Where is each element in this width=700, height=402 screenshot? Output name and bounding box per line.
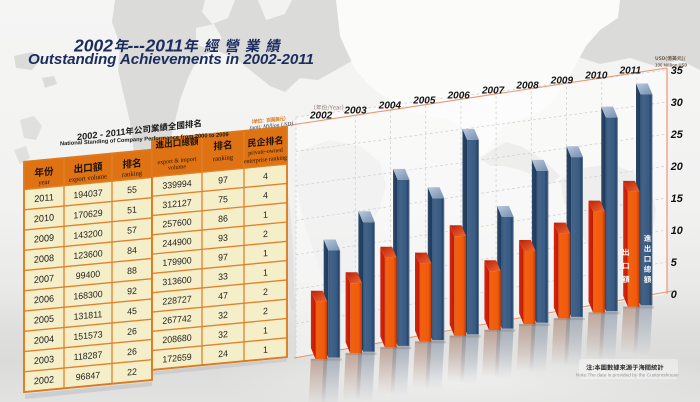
svg-text:339994: 339994 [162, 178, 191, 191]
svg-text:97: 97 [218, 252, 228, 263]
svg-text:2: 2 [263, 306, 268, 317]
svg-text:2011: 2011 [145, 36, 184, 56]
svg-text:88: 88 [127, 265, 137, 276]
svg-text:99400: 99400 [76, 269, 100, 281]
svg-text:1: 1 [263, 267, 268, 278]
svg-text:Note:The date is provided by t: Note:The date is provided by the Customs… [576, 373, 679, 379]
svg-text:257600: 257600 [162, 217, 191, 230]
svg-text:26: 26 [127, 346, 137, 357]
svg-text:export & import: export & import [158, 156, 197, 166]
svg-text:2005: 2005 [34, 314, 54, 326]
svg-text:1: 1 [263, 325, 268, 336]
svg-text:4: 4 [263, 171, 268, 182]
svg-text:2002: 2002 [34, 374, 54, 386]
svg-text:313600: 313600 [162, 274, 191, 287]
svg-text:2010: 2010 [584, 71, 608, 82]
svg-text:2009: 2009 [34, 233, 54, 245]
svg-text:volume: volume [168, 164, 186, 172]
svg-text:2007: 2007 [481, 86, 505, 97]
svg-text:25: 25 [670, 129, 684, 141]
svg-text:228727: 228727 [162, 294, 191, 307]
svg-text:57: 57 [127, 225, 137, 236]
svg-text:24: 24 [218, 348, 228, 359]
svg-text:ranking: ranking [122, 170, 143, 179]
svg-text:2005: 2005 [412, 96, 436, 107]
svg-text:1: 1 [263, 209, 268, 220]
svg-text:(unit: Million USD): (unit: Million USD) [250, 120, 294, 131]
svg-text:1: 1 [263, 248, 268, 259]
svg-text:5: 5 [671, 257, 678, 269]
svg-text:enterprise ranking: enterprise ranking [244, 155, 287, 165]
svg-text:267742: 267742 [162, 313, 191, 326]
svg-text:2002: 2002 [309, 111, 333, 122]
svg-text:15: 15 [671, 193, 684, 205]
svg-text:2008: 2008 [34, 253, 54, 265]
svg-text:---: --- [128, 36, 146, 56]
svg-text:244900: 244900 [162, 236, 191, 249]
svg-text:118287: 118287 [74, 349, 103, 362]
svg-text:2007: 2007 [34, 273, 54, 285]
svg-text:312127: 312127 [162, 197, 191, 210]
svg-text:Outstanding Achievements in 20: Outstanding Achievements in 2002-2011 [28, 51, 314, 68]
svg-text:20: 20 [670, 161, 683, 173]
svg-text:2: 2 [263, 229, 268, 240]
svg-text:2003: 2003 [34, 354, 54, 366]
svg-text:35: 35 [671, 65, 684, 77]
svg-text:32: 32 [218, 310, 228, 321]
svg-text:86: 86 [218, 213, 228, 224]
svg-text:1: 1 [263, 344, 268, 355]
svg-text:75: 75 [218, 194, 228, 205]
svg-text:170629: 170629 [73, 208, 102, 221]
svg-text:2003: 2003 [343, 106, 367, 117]
svg-text:172659: 172659 [162, 352, 191, 365]
svg-text:2011: 2011 [619, 65, 642, 76]
svg-text:10: 10 [671, 225, 683, 237]
svg-text:55: 55 [127, 184, 137, 195]
svg-text:2004: 2004 [378, 101, 402, 112]
svg-text:131811: 131811 [74, 309, 103, 322]
svg-text:194037: 194037 [73, 187, 102, 200]
svg-text:208680: 208680 [162, 332, 191, 345]
svg-text:ranking: ranking [213, 154, 234, 163]
svg-text:0: 0 [671, 289, 677, 301]
svg-text:2009: 2009 [550, 76, 574, 87]
svg-text:4: 4 [263, 190, 268, 201]
svg-text:export volume: export volume [69, 173, 107, 184]
svg-text:30: 30 [671, 97, 683, 109]
svg-text:143200: 143200 [73, 228, 102, 241]
svg-text:123600: 123600 [73, 248, 102, 261]
svg-text:33: 33 [218, 271, 228, 282]
svg-text:2008: 2008 [515, 81, 539, 92]
svg-text:2: 2 [263, 287, 268, 298]
svg-text:private-owned: private-owned [248, 148, 283, 157]
svg-text:2004: 2004 [34, 334, 54, 346]
svg-text:2010: 2010 [34, 212, 54, 224]
svg-text:2002: 2002 [73, 36, 113, 56]
svg-text:45: 45 [127, 306, 137, 317]
svg-text:92: 92 [127, 285, 137, 296]
svg-text:97: 97 [218, 175, 228, 186]
svg-text:2011: 2011 [34, 192, 54, 204]
svg-text:168300: 168300 [73, 289, 102, 302]
svg-text:84: 84 [127, 245, 137, 256]
svg-text:93: 93 [218, 232, 228, 243]
svg-text:32: 32 [218, 329, 228, 340]
svg-text:26: 26 [127, 326, 137, 337]
svg-text:51: 51 [127, 204, 137, 215]
svg-text:year: year [38, 179, 50, 187]
svg-text:179900: 179900 [162, 255, 191, 268]
svg-text:2006: 2006 [447, 91, 471, 102]
svg-text:22: 22 [127, 366, 137, 377]
svg-text:96847: 96847 [76, 370, 100, 382]
svg-text:47: 47 [218, 290, 228, 301]
svg-text:151573: 151573 [73, 329, 102, 342]
svg-text:2006: 2006 [34, 293, 54, 305]
